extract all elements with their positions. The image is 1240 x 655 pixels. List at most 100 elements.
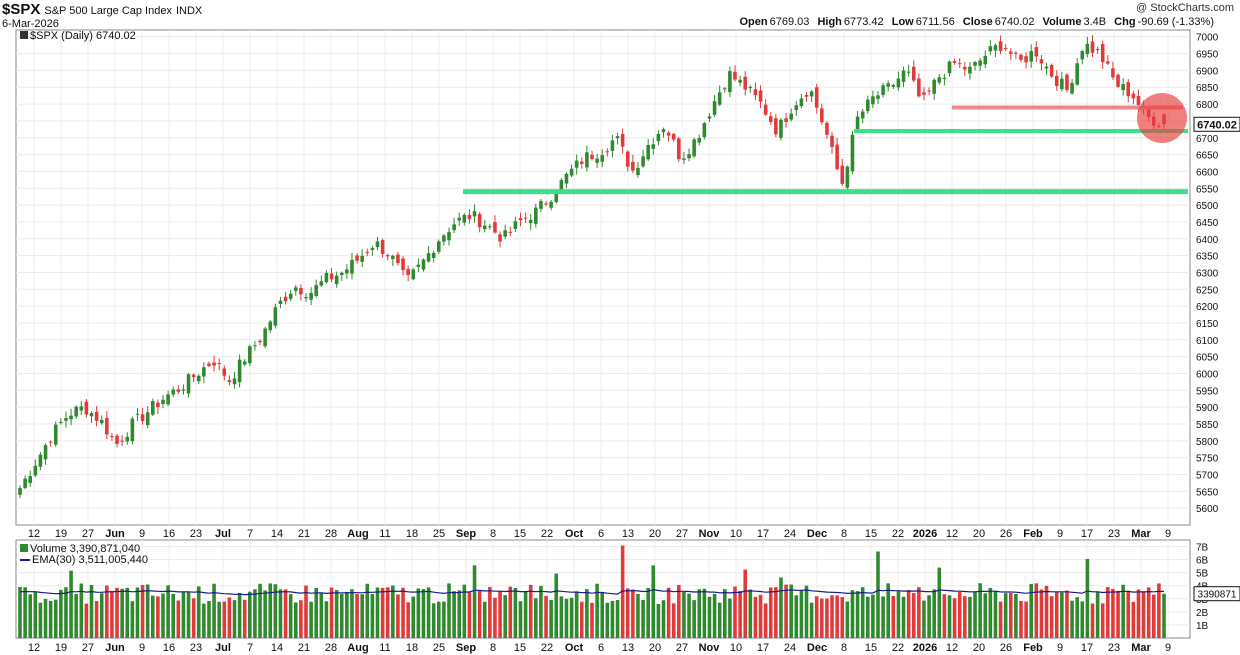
candle-body [1131, 93, 1136, 99]
volume-bar [1070, 600, 1074, 638]
candle-body [278, 300, 283, 305]
volume-bar [968, 596, 972, 638]
volume-bar [360, 594, 364, 638]
candle-body [932, 79, 936, 94]
x-tick-label-volume: Mar [1131, 642, 1151, 654]
x-tick-label: 27 [676, 528, 688, 540]
price-tick-label: 6600 [1196, 167, 1219, 178]
candle-body [375, 241, 380, 248]
candle-body [191, 374, 196, 378]
candle-body [671, 133, 676, 140]
volume-bar [1003, 593, 1008, 638]
candles [18, 35, 1166, 499]
candle-body [130, 418, 135, 442]
volume-bar [1106, 587, 1110, 638]
x-tick-label-volume: Jul [215, 642, 231, 654]
candle-body [646, 145, 650, 160]
candle-body [615, 136, 620, 139]
candle-body [922, 92, 926, 95]
x-tick-label-volume: 28 [325, 642, 337, 654]
volume-bar [207, 601, 211, 638]
candle-body [472, 211, 477, 217]
candle-body [998, 41, 1003, 51]
volume-bar [733, 586, 737, 638]
candle-body [942, 77, 947, 79]
candle-body [865, 99, 870, 112]
volume-label: Volume [1042, 16, 1082, 28]
candle-body [1100, 44, 1105, 63]
candle-body [38, 454, 43, 467]
x-tick-label-volume: 23 [1108, 642, 1120, 654]
candle-body [758, 90, 763, 102]
volume-value: 3.4B [1083, 16, 1107, 28]
volume-bar [442, 601, 446, 638]
candle-body [140, 414, 145, 421]
candle-body [18, 488, 22, 495]
candle-body [33, 465, 38, 476]
volume-bar [391, 585, 395, 638]
volume-bar [248, 591, 252, 638]
x-tick-label: 9 [1057, 528, 1063, 540]
volume-bar [753, 596, 758, 638]
x-tick-label-volume: 15 [865, 642, 877, 654]
volume-bar [1085, 558, 1090, 638]
volume-bar [268, 583, 273, 638]
candle-body [156, 402, 160, 408]
volume-bar [258, 583, 262, 638]
candle-body [401, 258, 405, 271]
high-value: 6773.42 [843, 16, 884, 28]
volume-bar [738, 590, 742, 638]
volume-bar [1075, 597, 1079, 638]
candle-body [345, 269, 349, 274]
volume-bar [1029, 583, 1034, 638]
x-tick-label-volume: 2026 [913, 642, 937, 654]
volume-bar [983, 593, 988, 638]
candle-body [186, 374, 191, 394]
x-tick-label-volume: 6 [598, 642, 604, 654]
volume-bar [636, 593, 640, 638]
volume-bar [365, 583, 370, 638]
volume-bar [1131, 601, 1136, 638]
price-tick-label: 6450 [1196, 218, 1219, 229]
candle-body [304, 297, 308, 299]
candle-body [774, 118, 778, 135]
volume-bar [845, 601, 850, 638]
x-tick-label: 17 [1081, 528, 1093, 540]
volume-bar [1019, 600, 1023, 638]
candle-body [150, 401, 155, 415]
volume-bar [952, 598, 957, 638]
volume-bar [84, 603, 89, 638]
volume-bar [549, 599, 553, 638]
x-tick-label-volume: 27 [82, 642, 94, 654]
volume-bar [906, 590, 911, 638]
volume-bar [666, 587, 671, 638]
low-label: Low [891, 16, 914, 28]
candle-body [968, 66, 972, 74]
volume-bar [426, 587, 431, 638]
x-tick-label: 15 [865, 528, 877, 540]
x-tick-label: Jul [215, 528, 231, 540]
volume-bar [574, 591, 579, 638]
volume-bar [217, 601, 221, 638]
volume-bar [161, 593, 165, 638]
x-tick-label-volume: 11 [379, 642, 390, 654]
volume-bar [661, 600, 666, 638]
candle-body [135, 413, 140, 415]
volume-bar [534, 598, 538, 638]
candle-body [1060, 78, 1064, 90]
candle-body [1070, 82, 1074, 94]
price-tick-label: 6250 [1196, 285, 1219, 296]
candle-body [871, 96, 875, 105]
volume-bar [283, 589, 288, 638]
symbol: $SPX [2, 1, 41, 18]
candle-body [1106, 61, 1110, 64]
ema-legend-text: EMA(30) 3,511,005,440 [32, 554, 148, 566]
x-tick-label-volume: Dec [807, 642, 827, 654]
volume-bar [488, 586, 492, 638]
volume-bar [416, 588, 421, 638]
volume-tick-label: 2B [1196, 608, 1209, 619]
volume-bar [585, 589, 589, 638]
volume-bar [1136, 589, 1141, 638]
volume-bar [380, 587, 385, 638]
